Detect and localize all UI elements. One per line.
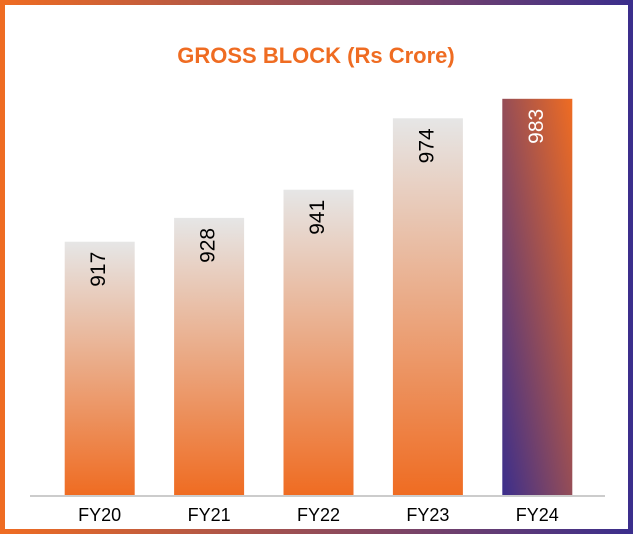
bar [392, 118, 463, 495]
bar [283, 189, 354, 496]
value-label: 917 [87, 252, 110, 287]
x-tick-label: FY22 [297, 505, 340, 525]
x-tick-label: FY24 [516, 505, 559, 525]
bar [502, 98, 573, 496]
x-tick-label: FY23 [406, 505, 449, 525]
value-label: 941 [306, 200, 329, 235]
value-label: 983 [525, 109, 548, 144]
x-tick-label: FY21 [188, 505, 231, 525]
bar [64, 241, 135, 495]
value-label: 974 [415, 128, 438, 163]
bar [174, 217, 245, 495]
chart-title: GROSS BLOCK (Rs Crore) [177, 43, 454, 68]
x-tick-label: FY20 [78, 505, 121, 525]
value-label: 928 [197, 228, 220, 263]
